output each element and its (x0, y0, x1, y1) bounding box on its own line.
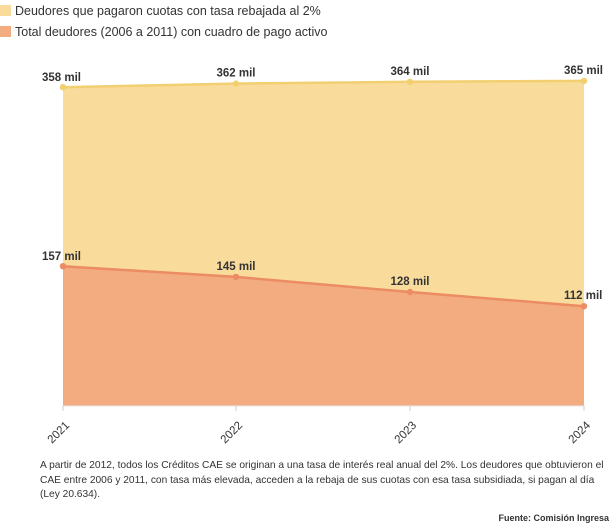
x-tick-label-2022: 2022 (219, 420, 246, 447)
chart-legend: Deudores que pagaron cuotas con tasa reb… (0, 0, 328, 42)
data-label-s1-0: 157 mil (42, 251, 81, 263)
data-label-s0-0: 358 mil (42, 72, 81, 84)
data-label-s1-1: 145 mil (217, 261, 256, 273)
data-point-s1-2 (406, 288, 414, 296)
chart-source: Fuente: Comisión Ingresa (498, 513, 609, 523)
data-point-s0-2 (406, 78, 414, 86)
legend-swatch-rebajada (0, 5, 11, 16)
data-point-s1-0 (59, 263, 67, 270)
data-point-s1-3 (580, 303, 588, 310)
data-point-s0-3 (580, 77, 588, 85)
data-label-s0-2: 364 mil (391, 66, 430, 78)
series-line-1 (62, 264, 585, 308)
legend-item-rebajada: Deudores que pagaron cuotas con tasa reb… (0, 0, 328, 21)
data-label-s1-2: 128 mil (391, 276, 430, 288)
area-series-1 (63, 266, 584, 406)
chart-note: A partir de 2012, todos los Créditos CAE… (40, 460, 604, 500)
data-point-s0-1 (232, 80, 240, 87)
series-line-0 (62, 79, 585, 89)
data-label-s0-1: 362 mil (217, 68, 256, 80)
x-tick-label-2021: 2021 (46, 420, 73, 447)
data-label-s0-3: 365 mil (564, 65, 603, 77)
area-chart: 358 mil 362 mil 364 mil 365 mil 157 mil 145 m… (42, 65, 603, 447)
legend-swatch-total (0, 26, 11, 37)
legend-item-total: Total deudores (2006 a 2011) con cuadro … (0, 21, 328, 42)
data-point-s0-0 (59, 84, 67, 91)
legend-label-total: Total deudores (2006 a 2011) con cuadro … (15, 24, 328, 39)
data-label-s1-3: 112 mil (564, 290, 602, 302)
x-tick-label-2024: 2024 (567, 419, 594, 446)
data-point-s1-1 (232, 273, 240, 281)
legend-label-rebajada: Deudores que pagaron cuotas con tasa reb… (15, 3, 321, 18)
x-tick-label-2023: 2023 (393, 420, 420, 447)
